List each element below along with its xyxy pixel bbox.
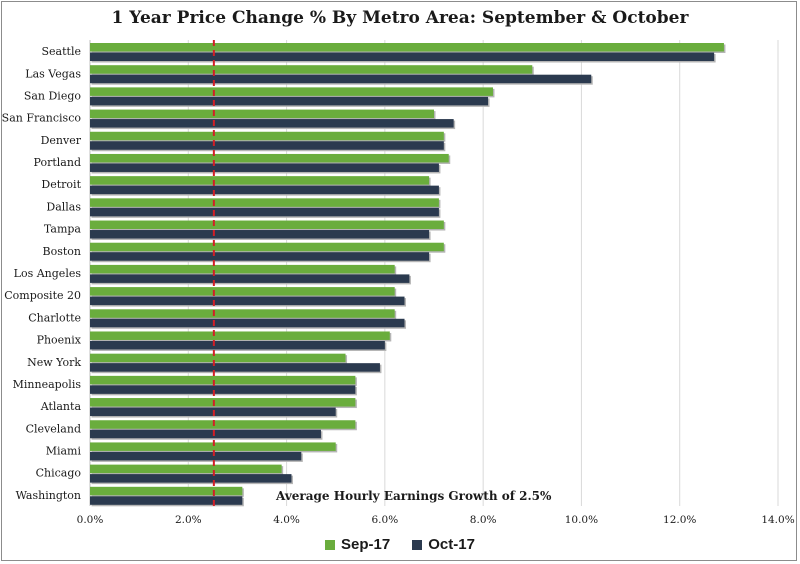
category-label: Los Angeles [14,267,82,280]
bar-oct [90,340,385,350]
bar-oct [90,230,430,239]
bar-sep [90,464,282,474]
category-label: Chicago [36,467,82,480]
bar-oct [90,451,302,461]
bar-oct [90,274,410,283]
chart-title: 1 Year Price Change % By Metro Area: Sep… [111,8,689,28]
bar-sep [90,87,493,96]
legend-item-oct: Oct-17 [412,536,475,553]
category-label: Cleveland [26,422,81,435]
bar-sep [90,43,724,52]
bar-oct [90,163,439,172]
legend-swatch-sep [325,539,336,550]
x-tick-label: 0.0% [77,514,104,526]
x-tick-label: 12.0% [663,514,696,526]
bar-oct [90,296,405,306]
category-label: Atlanta [40,400,82,413]
bar-sep [90,420,356,429]
legend: Sep-17 Oct-17 [0,536,800,553]
category-label: Charlotte [28,311,81,324]
x-tick-label: 14.0% [761,514,794,526]
bar-sep [90,331,390,340]
category-label: Minneapolis [13,378,82,391]
legend-item-sep: Sep-17 [325,536,390,553]
category-label: Miami [46,445,82,458]
bar-oct [90,385,356,394]
category-label: Seattle [42,45,81,58]
bar-sep [90,198,439,207]
bar-oct [90,363,380,372]
category-label: Boston [43,245,81,258]
bar-oct [90,141,444,150]
category-label: Detroit [41,178,81,191]
bar-sep [90,353,346,363]
bar-sep [90,242,444,252]
bar-sep [90,398,356,407]
category-label: Las Vegas [25,67,81,80]
x-tick-label: 4.0% [273,514,300,526]
bar-oct [90,119,454,128]
bar-oct [90,207,439,217]
bar-sep [90,131,444,141]
legend-label-oct: Oct-17 [428,536,475,553]
bar-oct [90,96,489,106]
bar-sep [90,176,430,185]
bar-oct [90,496,243,505]
bar-oct [90,474,292,483]
bar-sep [90,264,395,274]
category-label: Dallas [46,200,81,213]
category-label: New York [27,356,81,369]
bar-oct [90,318,405,328]
bar-oct [90,185,439,195]
bar-sep [90,442,336,451]
category-label: Portland [34,156,81,169]
bar-oct [90,429,321,439]
annotation-label: Average Hourly Earnings Growth of 2.5% [275,489,552,503]
x-tick-label: 6.0% [372,514,399,526]
category-label: Composite 20 [4,289,81,302]
category-label: Phoenix [37,334,82,347]
bar-sep [90,153,449,163]
category-label: Denver [41,134,82,147]
bar-sep [90,375,356,385]
x-tick-label: 10.0% [565,514,598,526]
bar-sep [90,486,243,496]
category-label: Washington [16,489,81,502]
category-label: San Francisco [2,112,82,125]
legend-label-sep: Sep-17 [341,536,391,553]
bar-sep [90,309,395,318]
bar-sep [90,109,434,119]
x-tick-label: 8.0% [470,514,497,526]
x-tick-label: 2.0% [175,514,202,526]
bar-sep [90,287,395,296]
bar-oct [90,74,592,84]
legend-swatch-oct [412,539,423,550]
category-label: San Diego [24,89,82,102]
bar-oct [90,252,430,261]
bar-sep [90,220,444,230]
bar-sep [90,65,533,74]
category-label: Tampa [44,223,82,236]
bar-oct [90,52,715,61]
